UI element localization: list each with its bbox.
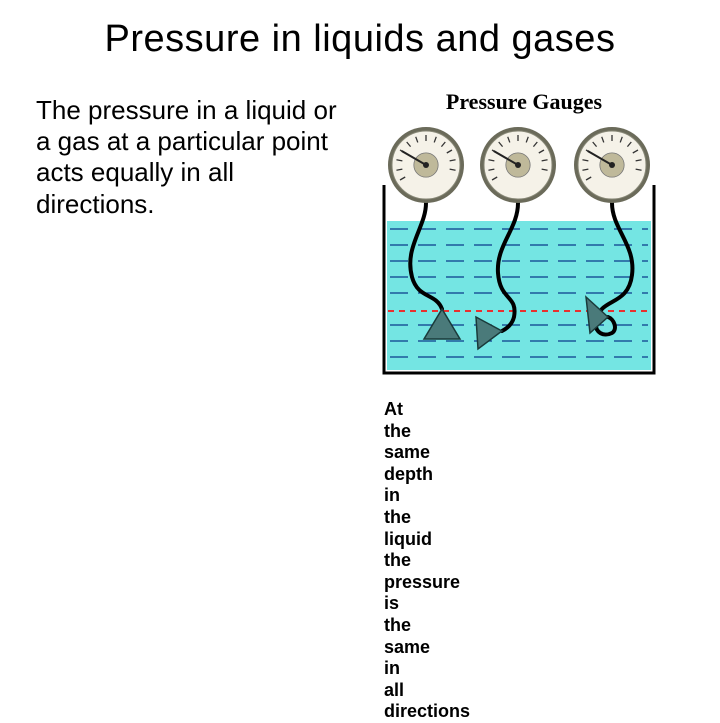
figure-caption: At the same depth in the liquid the pres… (0, 387, 384, 723)
figure-svg (364, 117, 674, 387)
figure-column: Pressure Gauges (346, 89, 684, 387)
pressure-gauges-figure (364, 117, 674, 387)
page-title: Pressure in liquids and gases (0, 0, 720, 61)
content-row: The pressure in a liquid or a gas at a p… (0, 61, 720, 387)
body-text: The pressure in a liquid or a gas at a p… (36, 89, 346, 387)
figure-label: Pressure Gauges (364, 89, 684, 115)
